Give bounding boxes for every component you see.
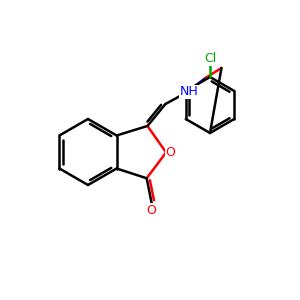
Text: Cl: Cl xyxy=(204,52,216,65)
Text: O: O xyxy=(165,146,175,159)
Text: O: O xyxy=(147,204,157,217)
Text: NH: NH xyxy=(180,85,199,98)
